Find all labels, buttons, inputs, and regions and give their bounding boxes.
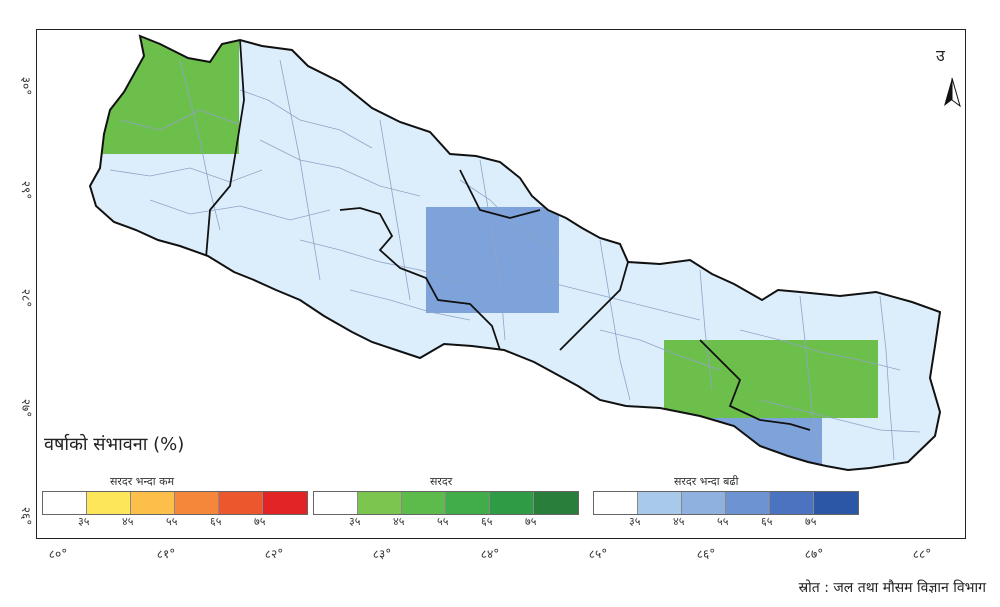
legend-swatch (131, 492, 175, 514)
legend-ticks-above-normal: ३५ ४५ ५५ ६५ ७५ (593, 514, 858, 528)
legend-tick-label: ६५ (210, 515, 222, 528)
legend-tick-label: ६५ (481, 515, 493, 528)
legend-tick-label: ७५ (254, 515, 266, 528)
latitude-label: २७° (19, 399, 33, 417)
north-label: उ (936, 46, 945, 65)
latitude-label: २६° (19, 507, 33, 525)
longitude-label: ८१° (157, 547, 175, 561)
longitude-label: ८५° (589, 547, 607, 561)
legend-group-label-normal: सरदर (430, 475, 453, 488)
legend-ticks-below-normal: ३५ ४५ ५५ ६५ ७५ (42, 514, 307, 528)
legend-tick-label: ६५ (761, 515, 773, 528)
zone-normal-east (664, 340, 878, 418)
legend-title: वर्षाको संभावना (%) (44, 434, 185, 455)
legend-swatch (770, 492, 814, 514)
north-arrow-icon (944, 77, 961, 108)
legend-tick-label: ४५ (673, 515, 685, 528)
legend-tick-label: ७५ (525, 515, 537, 528)
legend-tick-label: ३५ (78, 515, 90, 528)
source-credit: स्रोत : जल तथा मौसम विज्ञान विभाग (798, 580, 986, 596)
legend-swatch (638, 492, 682, 514)
legend-tick-label: ७५ (805, 515, 817, 528)
legend-tick-label: ३५ (349, 515, 361, 528)
legend-swatch (263, 492, 307, 514)
legend-ramp-below-normal (42, 491, 308, 515)
legend-tick-label: ५५ (166, 515, 178, 528)
legend-group-label-below-normal: सरदर भन्दा कम (110, 475, 175, 488)
province-boundaries (205, 39, 811, 431)
legend-ticks-normal: ३५ ४५ ५५ ६५ ७५ (313, 514, 578, 528)
legend-swatch (43, 492, 87, 514)
legend-tick-label: ३५ (629, 515, 641, 528)
legend-swatch (219, 492, 263, 514)
legend-tick-label: ४५ (122, 515, 134, 528)
latitude-label: २९° (19, 181, 33, 199)
legend-swatch (594, 492, 638, 514)
legend-tick-label: ५५ (717, 515, 729, 528)
latitude-labels: ३०° २९° २८° २७° २६° (19, 77, 33, 525)
longitude-label: ८६° (697, 547, 715, 561)
longitude-label: ८४° (481, 547, 499, 561)
legend-swatch (314, 492, 358, 514)
legend-swatch (682, 492, 726, 514)
longitude-label: ८८° (913, 547, 931, 561)
legend-ramp-normal (313, 491, 579, 515)
legend-swatch (490, 492, 534, 514)
nepal-border (88, 34, 942, 472)
legend-swatch (402, 492, 446, 514)
legend-group-label-above-normal: सरदर भन्दा बढी (674, 475, 739, 488)
legend-tick-label: ४५ (393, 515, 405, 528)
zone-above-normal-central (426, 207, 559, 313)
legend-swatch (175, 492, 219, 514)
latitude-label: २८° (19, 289, 33, 307)
legend-swatch (814, 492, 858, 514)
longitude-label: ८७° (805, 547, 823, 561)
legend-ramp-above-normal (593, 491, 859, 515)
longitude-label: ८२° (265, 547, 283, 561)
longitude-labels: ८०° ८१° ८२° ८३° ८४° ८५° ८६° ८७° ८८° (49, 547, 931, 561)
legend-swatch (87, 492, 131, 514)
legend-swatch (726, 492, 770, 514)
legend-swatch (358, 492, 402, 514)
legend-tick-label: ५५ (437, 515, 449, 528)
district-boundaries (109, 59, 921, 461)
legend-swatch (446, 492, 490, 514)
legend-swatch (534, 492, 578, 514)
longitude-label: ८०° (49, 547, 67, 561)
latitude-label: ३०° (19, 77, 33, 95)
longitude-label: ८३° (373, 547, 391, 561)
